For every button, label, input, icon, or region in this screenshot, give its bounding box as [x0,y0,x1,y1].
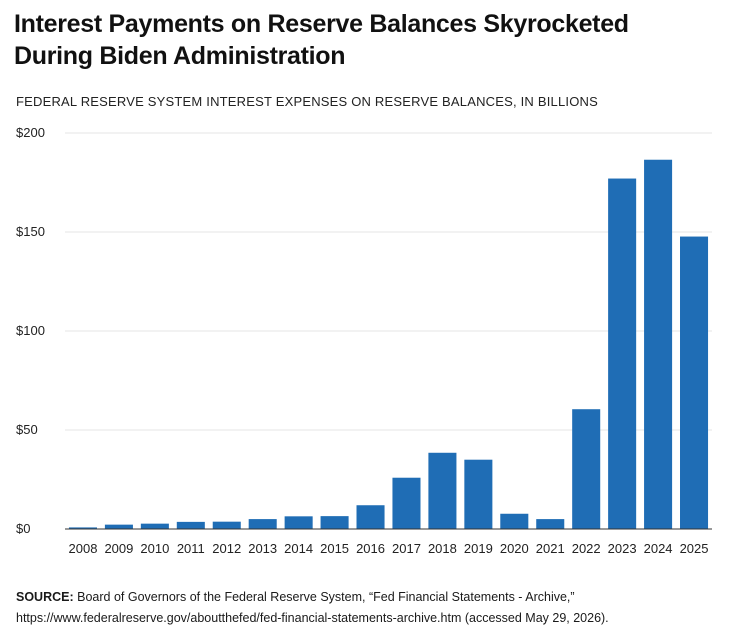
x-tick-label: 2017 [392,541,421,556]
x-tick-label: 2015 [320,541,349,556]
x-tick-label: 2018 [428,541,457,556]
x-tick-label: 2014 [284,541,313,556]
y-tick-label: $100 [16,323,45,338]
bar-2019 [464,459,493,529]
x-tick-label: 2019 [464,541,493,556]
x-tick-label: 2023 [608,541,637,556]
x-tick-label: 2025 [680,541,709,556]
chart-title: Interest Payments on Reserve Balances Sk… [14,10,629,70]
x-axis-tick-labels: 2008 2009 2010 2011 2012 2013 2014 2015 2016 2017… [69,541,709,556]
bars [68,159,709,530]
y-tick-label: $200 [16,125,45,140]
bar-2017 [392,477,421,529]
bar-chart: $0$50$100$150$200 2008 2009 2010 2011 2012 20… [16,125,712,556]
bar-2012 [212,521,241,529]
x-tick-label: 2024 [644,541,673,556]
x-tick-label: 2020 [500,541,529,556]
bar-2009 [104,524,133,529]
bar-2025 [680,236,709,529]
bar-2023 [608,178,637,530]
x-tick-label: 2011 [177,541,205,556]
bar-2024 [644,159,673,530]
y-tick-label: $150 [16,224,45,239]
y-axis-tick-labels: $0 $50 $100 $150 $200 [16,125,45,536]
bar-2021 [536,519,565,529]
chart-subtitle: FEDERAL RESERVE SYSTEM INTEREST EXPENSES… [16,94,598,109]
bar-2018 [428,452,457,529]
bar-2014 [284,516,313,529]
x-tick-label: 2022 [572,541,601,556]
y-tick-label: $0 [16,521,30,536]
x-tick-label: 2010 [140,541,169,556]
bar-2008 [68,527,97,529]
bar-2015 [320,516,349,529]
bar-2011 [176,521,205,529]
source-label: SOURCE: [16,590,74,604]
x-tick-label: 2009 [104,541,133,556]
x-tick-label: 2016 [356,541,385,556]
gridlines [65,132,712,431]
bar-2013 [248,519,277,529]
bar-2022 [572,409,601,529]
source-note: SOURCE: Board of Governors of the Federa… [16,587,731,629]
x-tick-label: 2012 [212,541,241,556]
bar-2020 [500,513,529,529]
x-tick-label: 2021 [536,541,565,556]
bar-2016 [356,505,385,529]
y-tick-label: $50 [16,422,38,437]
x-tick-label: 2013 [248,541,277,556]
x-tick-label: 2008 [69,541,98,556]
source-text: Board of Governors of the Federal Reserv… [16,590,609,625]
bar-2010 [140,523,169,529]
